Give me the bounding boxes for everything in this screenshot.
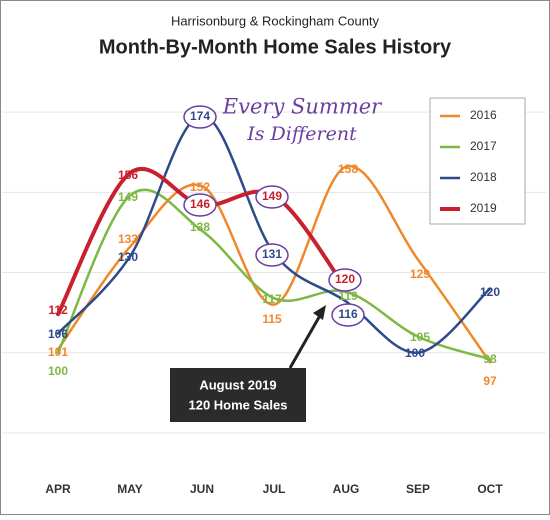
legend-label: 2018 [470, 170, 497, 184]
data-label: 119 [338, 289, 358, 303]
arrow-head [313, 305, 326, 320]
x-tick-label: OCT [477, 482, 503, 496]
x-tick-label: AUG [333, 482, 360, 496]
highlight-circle [183, 105, 217, 129]
series-line [56, 114, 492, 354]
data-label: 131 [262, 247, 282, 261]
chart-subtitle: Harrisonburg & Rockingham County [171, 13, 380, 28]
x-axis: APR MAY JUN JUL AUG SEP OCT [45, 482, 503, 496]
chart-title: Month-By-Month Home Sales History [99, 36, 452, 58]
data-label: 133 [118, 232, 138, 246]
data-label: 120 [480, 285, 500, 299]
data-label: 149 [262, 189, 282, 203]
data-label: 117 [262, 292, 282, 306]
data-label: 101 [48, 345, 68, 359]
x-tick-label: JUN [190, 482, 214, 496]
legend-label: 2019 [470, 201, 497, 215]
x-tick-label: APR [45, 482, 71, 496]
legend-box [429, 97, 526, 225]
data-label: 112 [48, 303, 68, 317]
data-label: 152 [190, 180, 210, 194]
data-label: 146 [190, 197, 210, 211]
highlight-circle [255, 243, 289, 267]
annotation: Is Different [246, 123, 357, 145]
highlight-circle [331, 303, 365, 327]
data-label: 100 [48, 364, 68, 378]
series-line [56, 165, 492, 364]
legend-label: 2017 [470, 139, 497, 153]
annotation: Every Summer [222, 95, 383, 119]
callout-box [170, 368, 306, 422]
data-label: 120 [335, 272, 355, 286]
data-label: 129 [410, 267, 430, 281]
highlight-circle [183, 193, 217, 217]
callout-text: 120 Home Sales [188, 397, 287, 412]
x-tick-label: JUL [263, 482, 286, 496]
data-label: 158 [338, 162, 358, 176]
x-tick-label: MAY [117, 482, 143, 496]
data-label: 138 [190, 220, 210, 234]
data-label: 105 [410, 330, 430, 344]
data-label: 130 [118, 250, 138, 264]
data-label: 97 [483, 374, 497, 388]
data-label: 149 [118, 190, 138, 204]
series-line [56, 188, 492, 361]
data-label: 115 [262, 312, 282, 326]
callout-text: August 2019 [199, 377, 276, 392]
legend: 2016 2017 2018 2019 [440, 108, 497, 215]
highlight-circle [255, 185, 289, 209]
x-tick-label: SEP [406, 482, 430, 496]
highlight-circle [328, 268, 362, 292]
data-label: 156 [118, 168, 138, 182]
arrow [288, 311, 324, 369]
data-label: 106 [48, 327, 68, 341]
legend-label: 2016 [470, 108, 497, 122]
labels: 101 133 152 115 158 129 97 100 149 138 117 119 105 98… [48, 105, 500, 388]
data-label: 116 [338, 307, 358, 321]
data-label: 98 [483, 352, 497, 366]
data-label: 174 [190, 109, 210, 123]
data-label: 100 [405, 346, 425, 360]
